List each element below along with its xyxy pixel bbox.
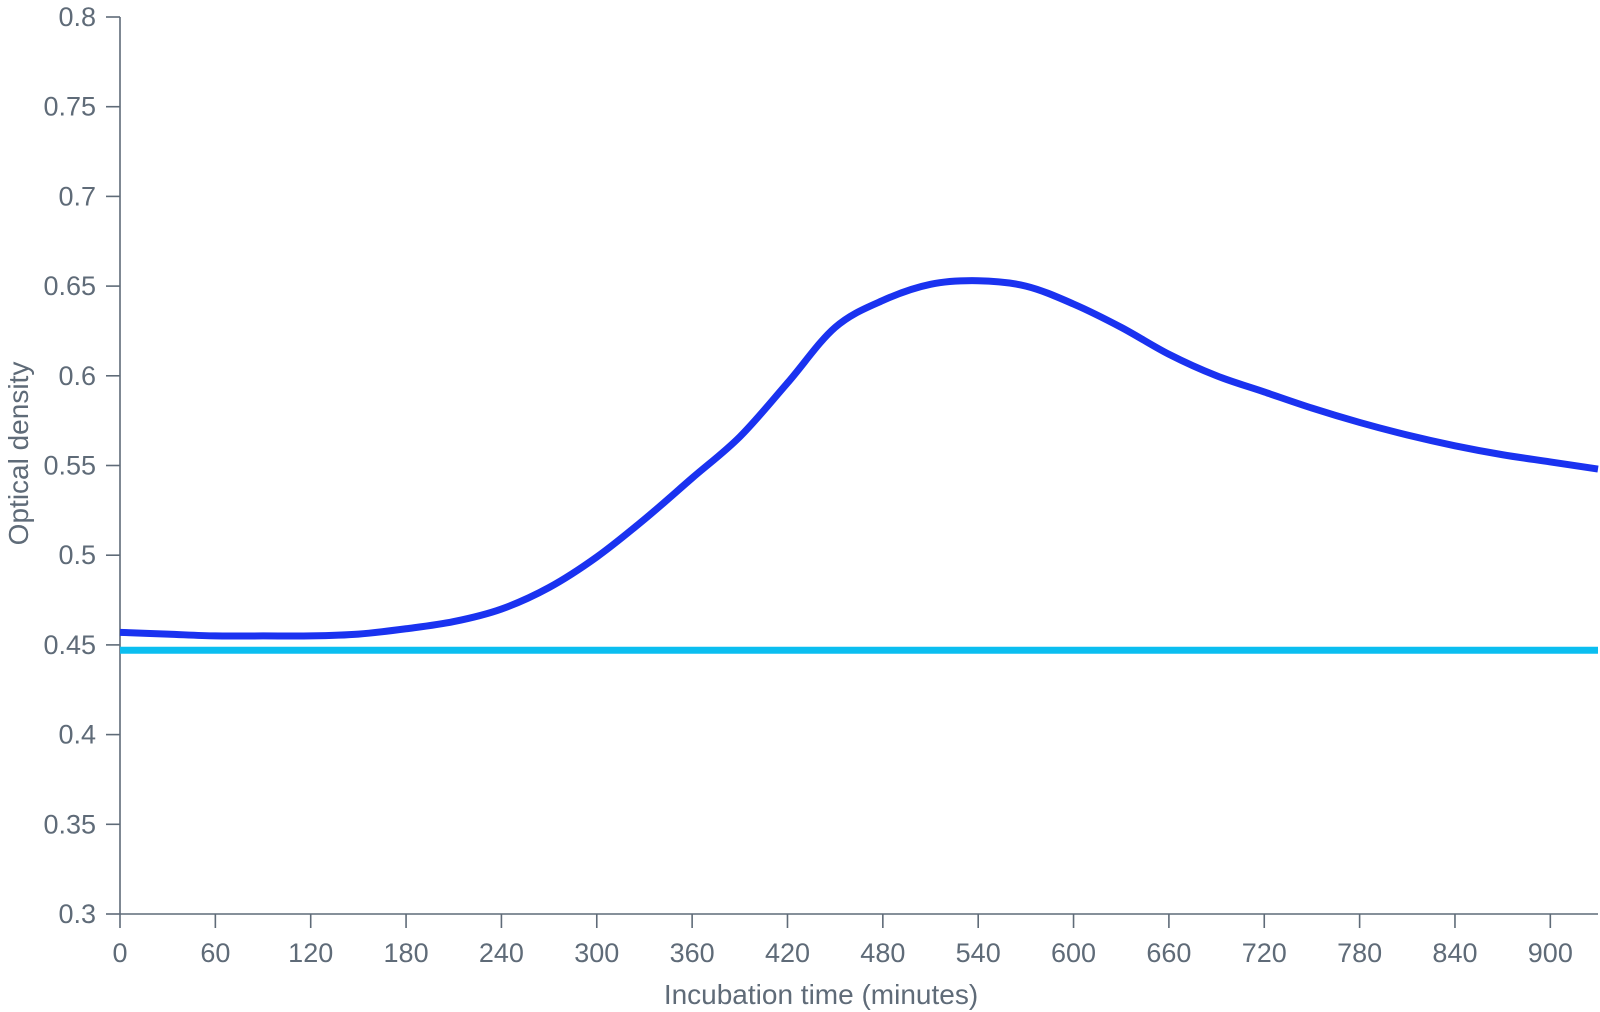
y-tick-label: 0.5 <box>58 540 96 570</box>
x-tick-label: 60 <box>200 938 230 968</box>
x-tick-label: 900 <box>1528 938 1573 968</box>
y-axis-title: Optical density <box>3 362 34 546</box>
x-tick-label: 120 <box>288 938 333 968</box>
y-tick-label: 0.35 <box>43 809 96 839</box>
x-axis-ticks: 0 60 120 180 240 300 360 420 480 540 600 660 720 780 8… <box>112 914 1573 968</box>
x-tick-label: 840 <box>1432 938 1477 968</box>
x-tick-label: 720 <box>1242 938 1287 968</box>
y-tick-label: 0.55 <box>43 451 96 481</box>
x-tick-label: 360 <box>670 938 715 968</box>
series-layer <box>119 277 1599 654</box>
y-tick-label: 0.45 <box>43 630 96 660</box>
x-tick-label: 180 <box>384 938 429 968</box>
series-line-1 <box>119 277 1599 640</box>
x-tick-label: 0 <box>112 938 127 968</box>
x-tick-label: 660 <box>1146 938 1191 968</box>
x-axis-title: Incubation time (minutes) <box>664 979 978 1010</box>
x-tick-label: 240 <box>479 938 524 968</box>
x-tick-label: 420 <box>765 938 810 968</box>
y-axis-ticks: 0.3 0.35 0.4 0.45 0.5 0.55 0.6 0.65 0.7 0.75 0.8 <box>43 2 120 929</box>
x-tick-label: 780 <box>1337 938 1382 968</box>
y-tick-label: 0.8 <box>58 2 96 32</box>
y-tick-label: 0.65 <box>43 271 96 301</box>
y-tick-label: 0.7 <box>58 181 96 211</box>
y-tick-label: 0.3 <box>58 899 96 929</box>
y-tick-label: 0.75 <box>43 92 96 122</box>
axes <box>119 17 1598 915</box>
x-tick-label: 300 <box>574 938 619 968</box>
x-tick-label: 600 <box>1051 938 1096 968</box>
y-tick-label: 0.4 <box>58 720 96 750</box>
y-tick-label: 0.6 <box>58 361 96 391</box>
x-tick-label: 480 <box>860 938 905 968</box>
x-tick-label: 540 <box>956 938 1001 968</box>
